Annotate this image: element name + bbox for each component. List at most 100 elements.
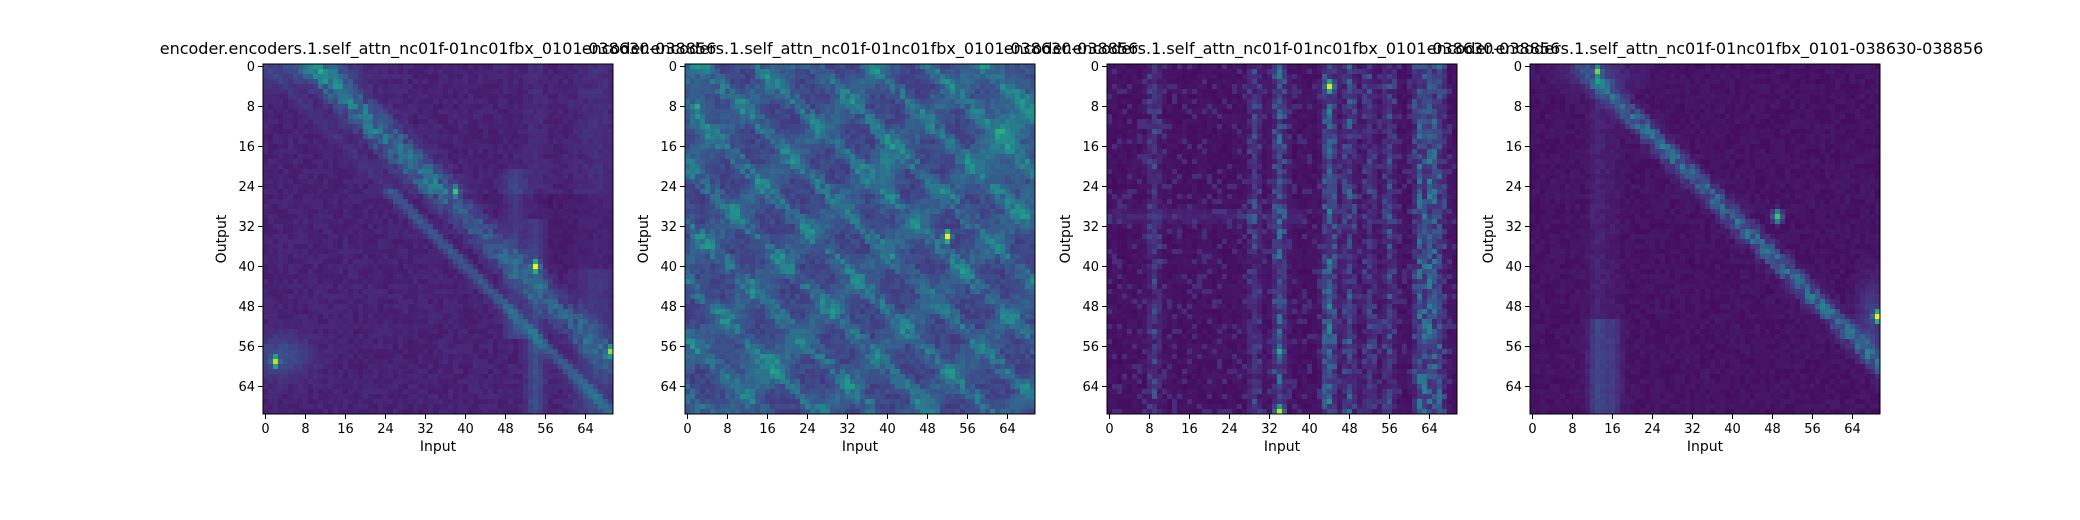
heatmap-cell (408, 219, 413, 224)
heatmap-cell (313, 84, 318, 89)
heatmap-cell (593, 64, 598, 69)
heatmap-cell (323, 279, 328, 284)
heatmap-cell (368, 209, 373, 214)
heatmap-cell (503, 184, 508, 189)
heatmap-cell (548, 129, 553, 134)
heatmap-cell (353, 74, 358, 79)
heatmap-cell (418, 119, 423, 124)
heatmap-cell (603, 74, 608, 79)
heatmap-cell (408, 134, 413, 139)
heatmap-cell (338, 199, 343, 204)
heatmap-cell (378, 289, 383, 294)
heatmap-cell (338, 259, 343, 264)
heatmap-cell (488, 319, 493, 324)
heatmap-cell (523, 144, 528, 149)
heatmap-cell (423, 159, 428, 164)
heatmap-cell (508, 324, 513, 329)
heatmap-cell (558, 289, 563, 294)
heatmap-cell (518, 314, 523, 319)
heatmap-cell (463, 209, 468, 214)
heatmap-cell (373, 219, 378, 224)
heatmap-cell (333, 149, 338, 154)
heatmap-cell (563, 154, 568, 159)
heatmap-cell (463, 279, 468, 284)
heatmap-cell (573, 224, 578, 229)
heatmap-cell (588, 74, 593, 79)
heatmap-cell (373, 309, 378, 314)
heatmap-cell (388, 219, 393, 224)
heatmap-cell (303, 239, 308, 244)
heatmap-cell (493, 154, 498, 159)
heatmap-cell (278, 159, 283, 164)
heatmap-cell (478, 299, 483, 304)
heatmap-cell (393, 184, 398, 189)
heatmap-cell (523, 179, 528, 184)
heatmap-cell (418, 144, 423, 149)
heatmap-cell (398, 114, 403, 119)
heatmap-cell (333, 274, 338, 279)
heatmap-cell (388, 204, 393, 209)
heatmap-cell (388, 269, 393, 274)
heatmap-cell (408, 289, 413, 294)
heatmap-cell (318, 284, 323, 289)
heatmap-cell (298, 239, 303, 244)
heatmap-cell (418, 139, 423, 144)
heatmap-cell (468, 264, 473, 269)
heatmap-cell (523, 129, 528, 134)
heatmap-cell (473, 149, 478, 154)
heatmap-cell (508, 114, 513, 119)
heatmap-cell (508, 274, 513, 279)
heatmap-cell (418, 304, 423, 309)
heatmap-cell (598, 89, 603, 94)
heatmap-cell (388, 194, 393, 199)
heatmap-cell (308, 169, 313, 174)
heatmap-cell (553, 94, 558, 99)
heatmap-cell (573, 129, 578, 134)
heatmap-cell (288, 284, 293, 289)
heatmap-cell (358, 139, 363, 144)
heatmap-cell (358, 309, 363, 314)
heatmap-cell (318, 164, 323, 169)
heatmap-cell (498, 219, 503, 224)
heatmap-cell (493, 84, 498, 89)
heatmap-cell (268, 189, 273, 194)
heatmap-cell (298, 214, 303, 219)
heatmap-cell (518, 139, 523, 144)
heatmap-cell (358, 194, 363, 199)
heatmap-cell (468, 104, 473, 109)
heatmap-cell (598, 159, 603, 164)
heatmap-cell (288, 74, 293, 79)
heatmap-cell (318, 264, 323, 269)
heatmap-cell (543, 234, 548, 239)
heatmap-cell (513, 234, 518, 239)
heatmap-cell (278, 134, 283, 139)
heatmap-cell (358, 74, 363, 79)
heatmap-cell (553, 64, 558, 69)
heatmap-cell (603, 139, 608, 144)
heatmap-cell (283, 89, 288, 94)
heatmap-cell (523, 309, 528, 314)
heatmap-cell (413, 134, 418, 139)
heatmap-cell (548, 259, 553, 264)
heatmap-cell (288, 164, 293, 169)
heatmap-cell (563, 109, 568, 114)
heatmap-cell (338, 109, 343, 114)
heatmap-cell (343, 274, 348, 279)
heatmap-cell (343, 299, 348, 304)
heatmap-cell (378, 119, 383, 124)
heatmap-cell (558, 294, 563, 299)
heatmap-cell (593, 314, 598, 319)
heatmap-cell (293, 69, 298, 74)
heatmap-cell (368, 184, 373, 189)
heatmap-cell (518, 74, 523, 79)
heatmap-cell (348, 239, 353, 244)
heatmap-cell (553, 119, 558, 124)
heatmap-cell (558, 319, 563, 324)
heatmap-cell (603, 84, 608, 89)
heatmap-cell (268, 124, 273, 129)
heatmap-cell (378, 84, 383, 89)
heatmap-cell (583, 294, 588, 299)
heatmap-cell (523, 254, 528, 259)
heatmap-cell (603, 104, 608, 109)
heatmap-cell (308, 229, 313, 234)
